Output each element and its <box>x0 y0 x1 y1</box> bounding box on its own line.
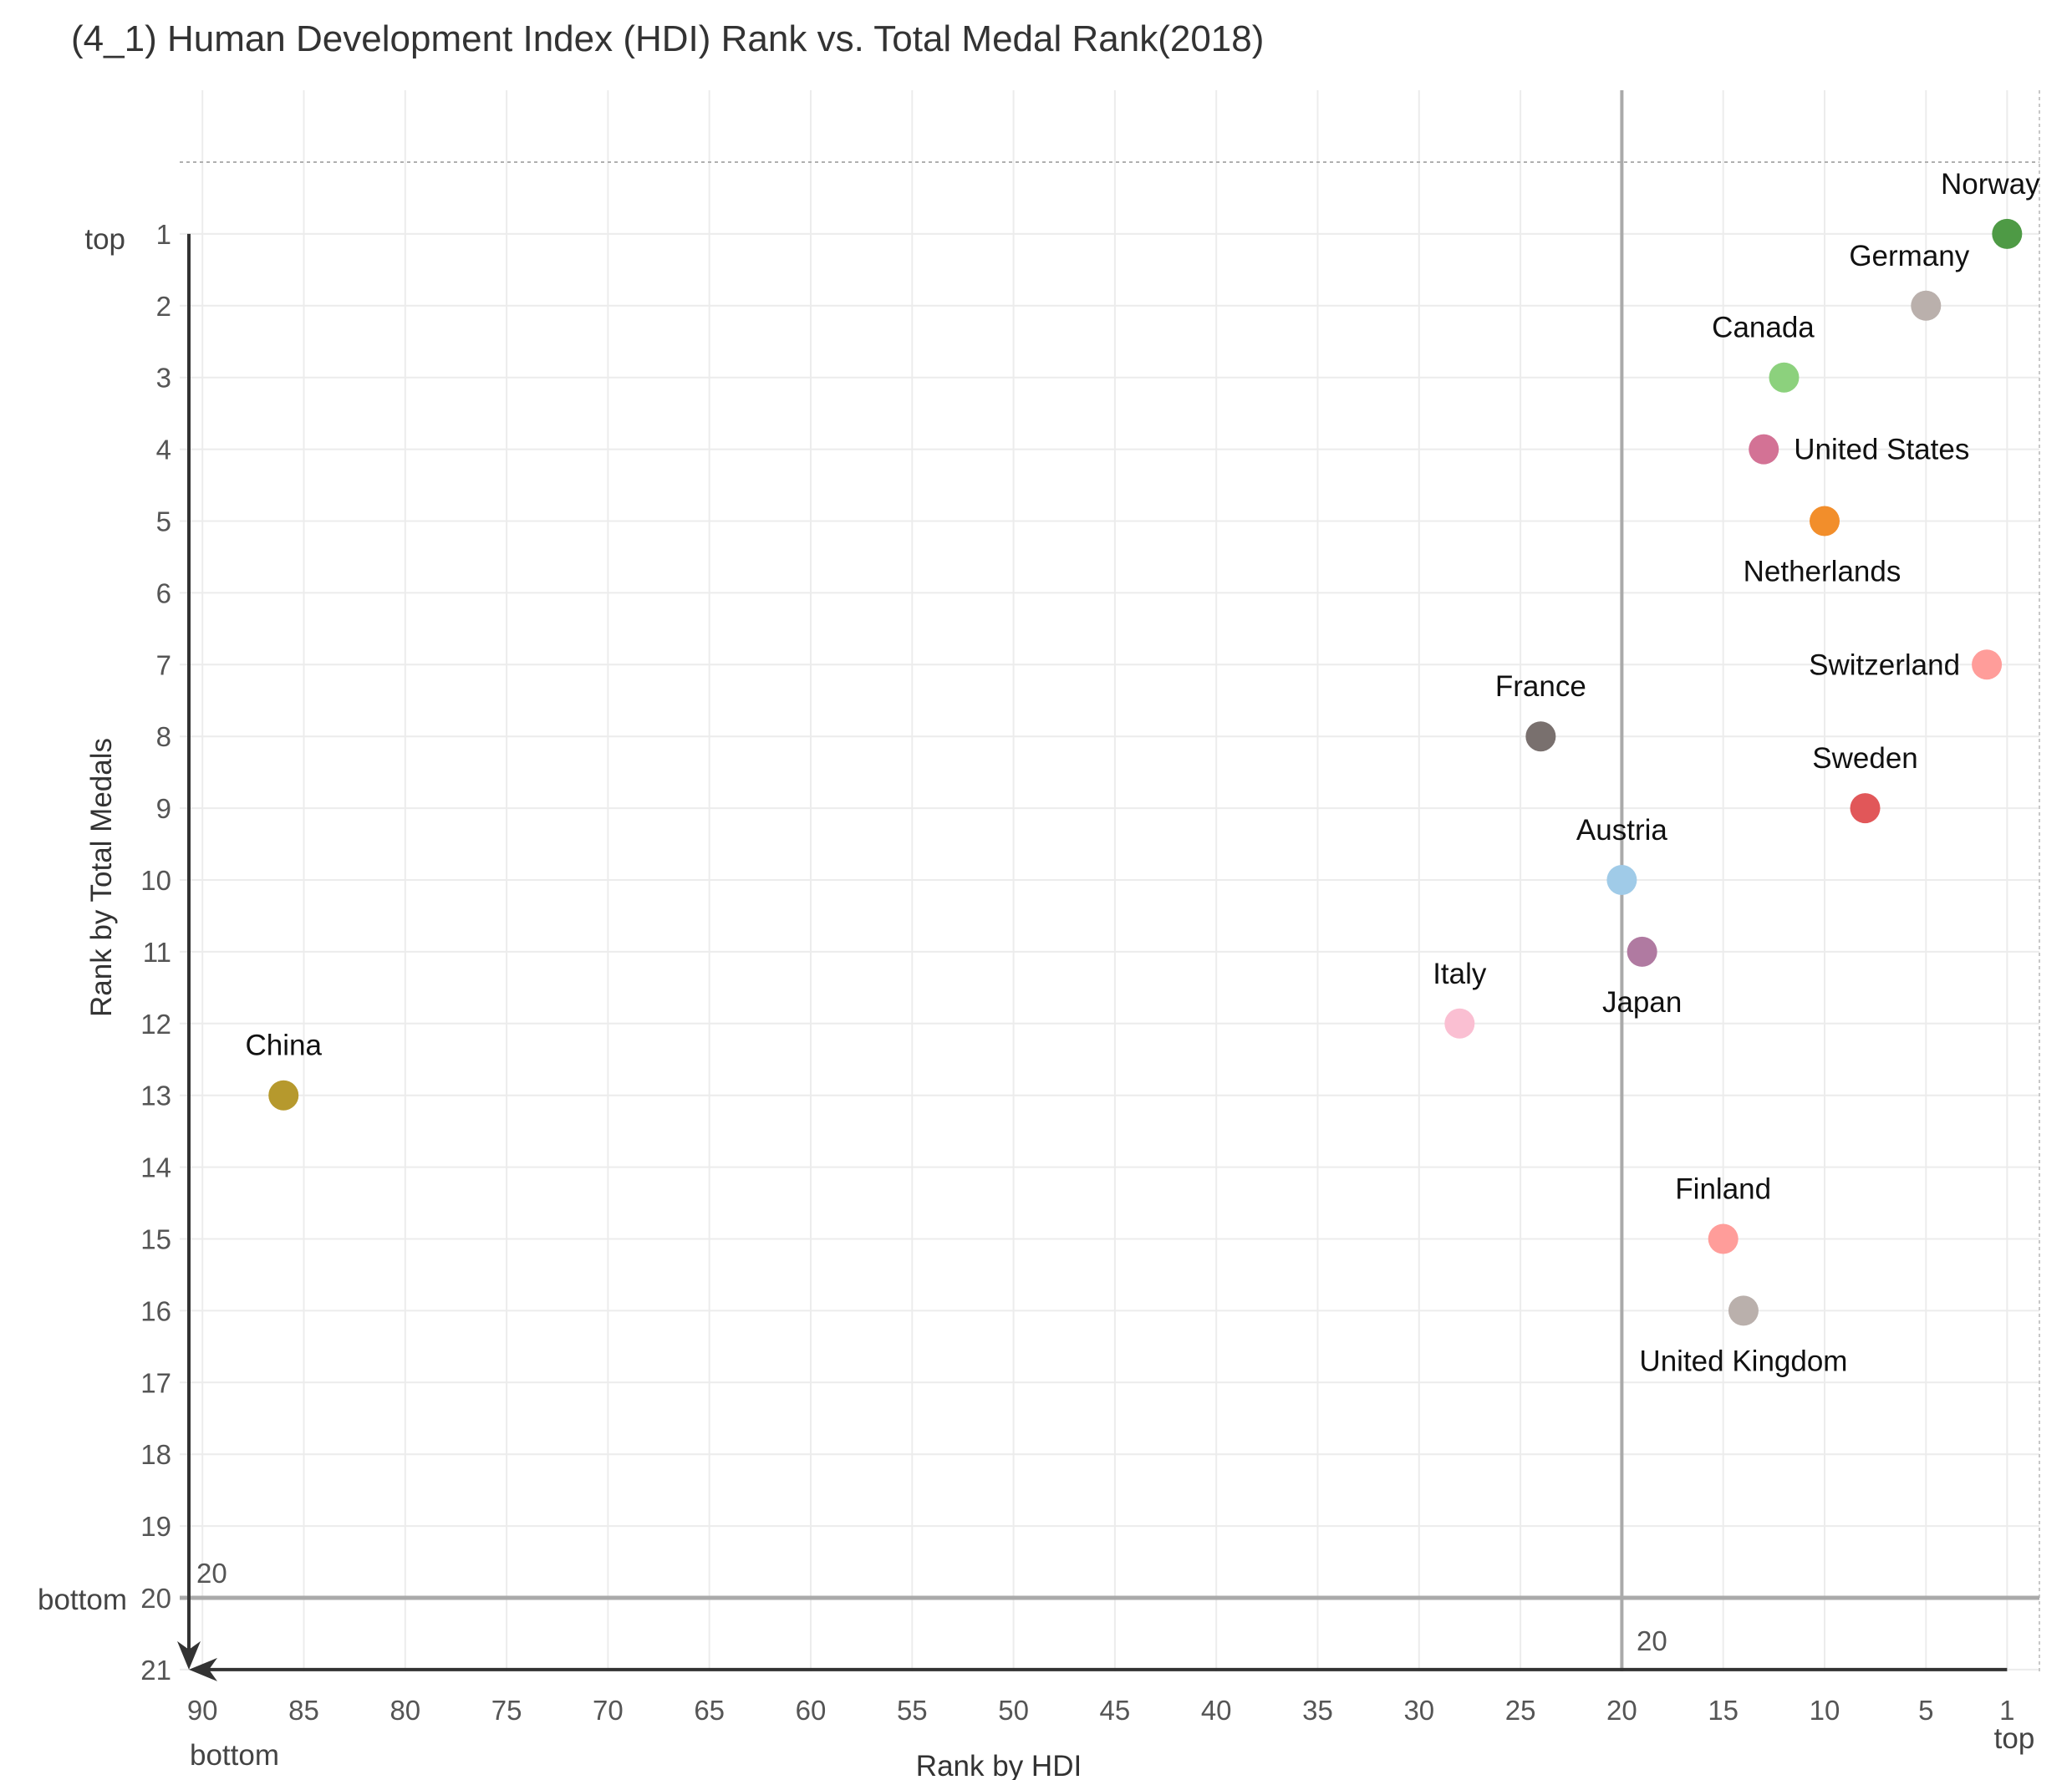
x-tick-label: 55 <box>897 1695 928 1726</box>
x-tick-label: 45 <box>1100 1695 1131 1726</box>
y-tick-label: 20 <box>140 1583 171 1614</box>
y-tick-label: 10 <box>140 865 171 896</box>
ref-line-label-x: 20 <box>1637 1625 1667 1656</box>
data-point <box>1850 793 1881 824</box>
point-label: Sweden <box>1812 742 1917 775</box>
data-point <box>268 1080 299 1111</box>
ref-line-label-y: 20 <box>196 1558 227 1589</box>
x-tick-label: 25 <box>1505 1695 1536 1726</box>
data-point <box>1810 506 1840 537</box>
data-point <box>1769 362 1800 393</box>
y-tick-label: 6 <box>156 577 171 608</box>
data-point <box>1708 1223 1739 1254</box>
point-label: Netherlands <box>1744 556 1901 588</box>
y-end-label-top: top <box>84 223 125 256</box>
point-label: Finland <box>1675 1173 1771 1206</box>
y-tick-label: 12 <box>140 1009 171 1040</box>
y-tick-label: 18 <box>140 1439 171 1470</box>
x-tick-label: 80 <box>389 1695 420 1726</box>
x-tick-label: 50 <box>998 1695 1029 1726</box>
x-tick-label: 15 <box>1708 1695 1739 1726</box>
x-tick-label: 30 <box>1403 1695 1434 1726</box>
point-labels: Norway Germany Canada United States Netherla… <box>246 168 2041 1378</box>
y-axis-title: Rank by Total Medals <box>85 738 118 1017</box>
y-axis-arrow <box>177 1640 201 1670</box>
y-tick-label: 3 <box>156 363 171 394</box>
data-point <box>1627 936 1657 967</box>
x-tick-label: 65 <box>694 1695 725 1726</box>
point-label: China <box>246 1030 323 1062</box>
axes <box>177 233 2008 1681</box>
point-label: Canada <box>1712 312 1815 344</box>
y-tick-label: 16 <box>140 1295 171 1326</box>
y-tick-label: 5 <box>156 506 171 537</box>
x-tick-label: 10 <box>1810 1695 1840 1726</box>
data-point <box>1749 434 1779 465</box>
point-label: Norway <box>1941 168 2040 201</box>
x-axis-title: Rank by HDI <box>916 1750 1082 1780</box>
data-point <box>1525 721 1556 752</box>
y-tick-label: 1 <box>156 219 171 250</box>
y-tick-label: 8 <box>156 721 171 752</box>
point-label: United Kingdom <box>1639 1345 1847 1377</box>
data-point <box>1606 865 1637 895</box>
data-point <box>1911 290 1942 321</box>
y-tick-label: 19 <box>140 1511 171 1542</box>
data-point <box>1728 1295 1759 1326</box>
x-tick-label: 20 <box>1606 1695 1637 1726</box>
x-tick-label: 35 <box>1302 1695 1333 1726</box>
x-tick-label: 85 <box>288 1695 319 1726</box>
point-label: Switzerland <box>1809 648 1960 681</box>
x-tick-label: 75 <box>491 1695 522 1726</box>
point-label: Germany <box>1849 240 1969 272</box>
point-label: Austria <box>1576 814 1667 847</box>
x-end-label-top: top <box>1994 1722 2035 1755</box>
x-tick-label: 90 <box>187 1695 218 1726</box>
x-tick-label: 60 <box>796 1695 827 1726</box>
x-tick-labels: 90 85 80 75 70 65 60 55 50 45 40 35 30 25 20 15 10 5 1 <box>187 1695 2015 1726</box>
y-tick-label: 4 <box>156 435 171 465</box>
y-tick-label: 2 <box>156 291 171 322</box>
y-tick-label: 21 <box>140 1655 171 1686</box>
x-axis-arrow <box>189 1657 217 1681</box>
data-point <box>1992 218 2023 249</box>
x-tick-label: 40 <box>1201 1695 1232 1726</box>
y-tick-label: 9 <box>156 793 171 824</box>
chart-title: (4_1) Human Development Index (HDI) Rank… <box>71 18 1265 59</box>
point-label: France <box>1495 670 1586 703</box>
y-tick-label: 14 <box>140 1152 171 1183</box>
y-end-label-bottom: bottom <box>38 1584 127 1616</box>
y-tick-label: 11 <box>143 937 171 968</box>
x-tick-label: 5 <box>1918 1695 1933 1726</box>
point-label: United States <box>1794 434 1969 466</box>
y-tick-label: 17 <box>140 1367 171 1398</box>
point-label: Japan <box>1602 986 1682 1019</box>
data-point <box>1972 649 2003 680</box>
y-tick-label: 15 <box>140 1224 171 1255</box>
data-point <box>1444 1008 1475 1039</box>
y-tick-label: 13 <box>140 1081 171 1111</box>
data-points <box>268 218 2023 1326</box>
y-tick-label: 7 <box>156 649 171 680</box>
x-tick-label: 70 <box>593 1695 624 1726</box>
x-tick-label: 1 <box>1999 1695 2014 1726</box>
point-label: Italy <box>1433 958 1487 990</box>
x-end-label-bottom: bottom <box>190 1739 279 1772</box>
